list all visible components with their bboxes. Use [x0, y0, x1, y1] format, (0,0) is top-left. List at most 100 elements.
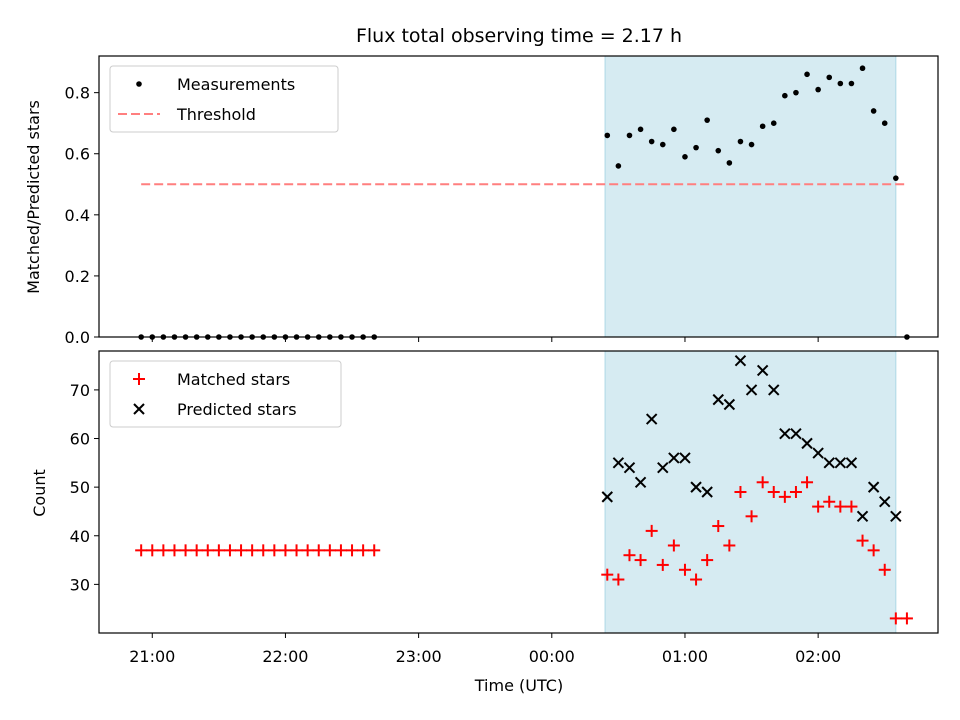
matched-point [834, 500, 847, 513]
matched-point [900, 612, 913, 625]
measurement-point [815, 86, 821, 93]
chart-title: Flux total observing time = 2.17 h [356, 25, 682, 47]
top-observing-span [604, 55, 897, 338]
matched-point [690, 573, 703, 586]
measurement-point [715, 147, 722, 154]
measurement-point [893, 175, 899, 181]
measurement-point [626, 132, 633, 139]
y-tick-label: 0.8 [65, 84, 90, 103]
predicted-point [756, 364, 769, 377]
bottom-x-ticks: 21:00 22:00 23:00 00:00 01:00 02:00 [129, 633, 841, 666]
x-tick-label: 22:00 [262, 647, 308, 666]
top-ylabel: Matched/Predicted stars [24, 100, 43, 294]
y-tick-label: 40 [70, 527, 90, 546]
bottom-y-ticks: 30 40 50 60 70 [70, 381, 99, 594]
x-tick-label: 01:00 [662, 647, 708, 666]
matched-point [667, 539, 680, 552]
matched-point [612, 573, 625, 586]
bottom-legend-box [109, 360, 342, 428]
matched-point [678, 563, 691, 576]
measurement-point [881, 120, 888, 126]
predicted-point [745, 384, 758, 396]
legend-label-predicted: Predicted stars [177, 400, 297, 419]
top-panel: 0.00.20.40.60.8 Matched/Predicted stars … [24, 55, 939, 347]
predicted-point [812, 447, 824, 459]
matched-point [146, 544, 159, 557]
predicted-point [845, 457, 858, 469]
measurement-point [737, 138, 744, 145]
bottom-ylabel: Count [30, 469, 49, 517]
y-tick-label: 0.0 [65, 328, 90, 347]
matched-point [745, 510, 758, 523]
predicted-point [623, 461, 636, 474]
bottom-marks [135, 355, 913, 625]
measurement-point [604, 132, 611, 139]
top-plot-frame [98, 55, 939, 338]
legend-label-measurements: Measurements [177, 75, 295, 94]
y-tick-label: 30 [70, 575, 90, 594]
x-tick-label: 23:00 [396, 647, 442, 666]
bottom-plot-frame [98, 350, 939, 634]
matched-point [346, 544, 359, 557]
matched-point [201, 544, 214, 557]
top-legend: Measurements Threshold [109, 65, 339, 133]
measurement-point [759, 123, 766, 130]
matched-point [734, 486, 747, 498]
predicted-point [867, 481, 880, 493]
matched-point [246, 544, 259, 557]
matched-point [235, 544, 248, 557]
y-tick-label: 50 [70, 478, 90, 497]
matched-point [312, 544, 325, 557]
predicted-point [645, 413, 658, 425]
matched-point [179, 544, 192, 557]
predicted-point [801, 437, 813, 450]
matched-point [878, 563, 891, 576]
y-tick-label: 0.2 [65, 267, 90, 286]
top-x-ticks [151, 337, 819, 342]
predicted-point [701, 486, 713, 498]
top-y-ticks: 0.0 0.2 0.4 0.6 0.8 [65, 84, 99, 347]
matched-point [290, 544, 303, 557]
measurement-point [682, 153, 688, 160]
predicted-point [790, 427, 802, 440]
x-tick-label: 21:00 [129, 647, 175, 666]
measurement-point [848, 80, 855, 87]
legend-label-threshold: Threshold [176, 105, 256, 124]
matched-point [257, 544, 270, 557]
predicted-point [834, 457, 847, 469]
predicted-point [612, 457, 625, 469]
measurement-point [748, 141, 755, 148]
measurement-point [693, 144, 699, 151]
predicted-point [657, 461, 669, 474]
matched-point [623, 549, 636, 562]
matched-point [723, 539, 736, 552]
matched-point [801, 476, 814, 489]
matched-point [368, 544, 381, 557]
predicted-point [890, 510, 902, 523]
measurement-point [770, 120, 777, 126]
matched-point [357, 544, 370, 557]
measurement-point [637, 126, 644, 133]
bottom-panel: 30 40 50 60 70 21:00 22:00 23:00 00:00 01:00 02:0… [30, 350, 939, 695]
predicted-point [679, 452, 691, 464]
matched-point [135, 544, 148, 557]
x-tick-label: 02:00 [795, 647, 841, 666]
predicted-point [712, 393, 724, 406]
legend-label-matched: Matched stars [177, 370, 290, 389]
matched-point [767, 486, 780, 498]
predicted-point [879, 496, 891, 508]
y-tick-label: 70 [70, 381, 90, 400]
matched-point [279, 544, 292, 557]
legend-marker-matched [133, 373, 145, 385]
measurement-point [704, 117, 710, 123]
predicted-point [823, 457, 835, 469]
predicted-point [723, 398, 736, 411]
matched-point [634, 554, 647, 567]
measurement-point [615, 163, 622, 169]
matched-point [601, 568, 614, 581]
y-tick-label: 0.4 [65, 206, 90, 225]
measurement-point [870, 108, 877, 114]
matched-point [789, 486, 802, 498]
matched-point [756, 476, 769, 489]
